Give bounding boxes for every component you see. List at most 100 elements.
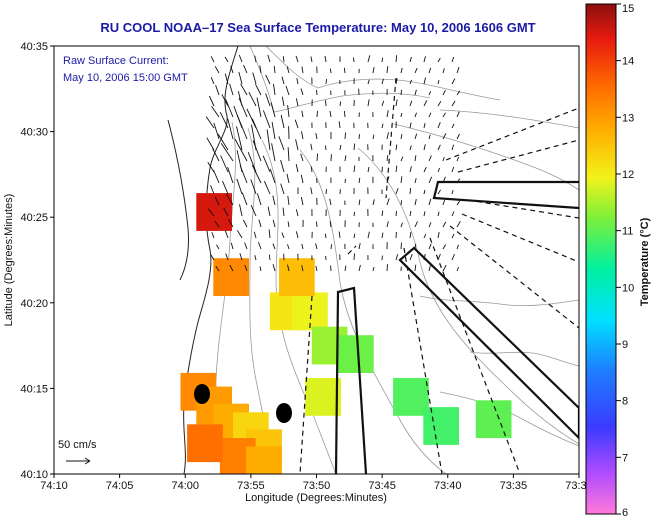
current-vector <box>214 66 220 74</box>
current-vector <box>409 56 412 63</box>
current-vector <box>270 102 276 118</box>
current-vector <box>208 95 215 107</box>
current-vector <box>395 144 398 151</box>
current-vector <box>442 264 447 272</box>
current-vector <box>286 173 290 184</box>
current-vector <box>353 253 355 261</box>
colorbar-tick-label: 11 <box>622 226 633 238</box>
current-vector <box>316 221 318 228</box>
sst-cell <box>246 446 282 474</box>
current-vector <box>414 178 417 184</box>
current-vector <box>395 187 399 195</box>
chart-title: RU COOL NOAA–17 Sea Surface Temperature:… <box>100 20 535 35</box>
colorbar-tick-label: 15 <box>622 3 634 15</box>
current-vector <box>400 156 404 162</box>
vector-scale-label: 50 cm/s <box>58 439 97 451</box>
colorbar-label: Temperature (°C) <box>639 217 651 306</box>
colorbar-tick-label: 9 <box>622 339 628 351</box>
current-vector <box>409 188 412 195</box>
current-vector <box>423 144 426 151</box>
current-vector <box>451 123 455 129</box>
sst-cell <box>213 258 249 296</box>
current-vector <box>451 56 455 63</box>
current-vector <box>287 244 290 250</box>
current-vector <box>256 97 262 118</box>
current-vector <box>456 156 460 162</box>
current-vector <box>210 77 215 85</box>
current-vector <box>211 232 215 239</box>
current-vector <box>280 183 285 195</box>
current-vector <box>329 110 332 118</box>
colorbar-tick-label: 14 <box>622 56 634 68</box>
current-vector <box>282 207 285 217</box>
current-vector <box>205 116 215 129</box>
current-vector <box>442 68 445 74</box>
current-vector <box>386 132 389 140</box>
current-vector <box>325 189 327 195</box>
colorbar: 15 14 13 12 11 10 9 8 7 6 Temperature (°C) <box>585 3 651 519</box>
current-vector <box>358 243 361 250</box>
y-axis-label: Latitude (Degrees:Minutes) <box>3 194 15 327</box>
current-vector <box>255 84 262 96</box>
current-vector <box>339 144 342 151</box>
current-vector <box>395 78 398 85</box>
sst-cell <box>279 258 315 296</box>
current-vector <box>247 152 257 173</box>
current-vector <box>353 165 356 173</box>
current-vector <box>344 132 347 140</box>
y-tick-label: 40:10 <box>20 469 48 481</box>
current-vector <box>210 185 215 195</box>
current-vector <box>325 79 327 85</box>
current-vector <box>236 115 248 140</box>
y-tick-label: 40:20 <box>20 298 48 310</box>
current-vector <box>222 180 229 195</box>
current-vector <box>372 134 375 140</box>
current-vector <box>301 131 304 140</box>
current-vector <box>442 133 447 140</box>
colorbar-tick-label: 13 <box>622 112 634 124</box>
current-vector <box>451 100 456 107</box>
current-vector <box>316 89 318 96</box>
current-vector <box>244 242 248 250</box>
current-vector <box>395 254 399 261</box>
current-vector <box>442 244 447 250</box>
current-vector <box>338 121 341 129</box>
colorbar-tick-label: 12 <box>622 169 634 181</box>
current-vector <box>239 253 243 261</box>
current-vector <box>451 166 455 173</box>
current-vector <box>353 143 356 151</box>
current-vector <box>271 143 276 162</box>
sst-heatmap-layer <box>180 193 512 474</box>
current-vector <box>414 133 418 140</box>
current-vector <box>442 156 445 162</box>
current-vector <box>262 110 271 129</box>
sst-cell <box>393 378 429 416</box>
x-tick-label: 74:00 <box>171 480 199 492</box>
current-vector <box>353 233 356 239</box>
sst-cell <box>196 193 232 231</box>
current-vector <box>272 264 276 272</box>
current-vector <box>428 91 432 96</box>
current-vector <box>451 78 456 85</box>
current-vector <box>451 253 455 261</box>
current-vector <box>239 165 248 184</box>
current-vector <box>428 155 432 162</box>
current-vector <box>381 100 385 107</box>
current-vector <box>400 242 402 250</box>
current-vector <box>300 153 304 162</box>
current-vector <box>207 162 215 173</box>
current-vector <box>437 232 440 239</box>
current-vector <box>248 91 257 107</box>
current-vector <box>437 100 442 107</box>
current-vector <box>224 230 229 239</box>
radar-coverage-lines <box>299 77 579 474</box>
current-vector <box>325 145 327 151</box>
sandy-hook-spit <box>167 119 189 281</box>
current-vector <box>259 266 262 272</box>
current-vector <box>266 129 271 151</box>
current-vector <box>268 229 271 239</box>
current-vector <box>423 123 426 129</box>
current-vector <box>227 167 234 184</box>
x-tick-label: 73:40 <box>434 480 462 492</box>
current-vector <box>206 137 215 151</box>
